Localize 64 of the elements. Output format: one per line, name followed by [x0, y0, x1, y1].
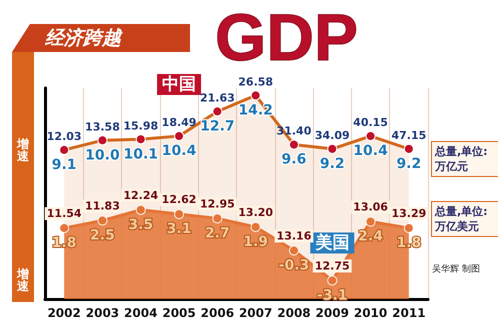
chart-subtitle: GDP: [215, 0, 358, 74]
text: 吴华辉 制图: [432, 264, 480, 274]
data-label: 10.1: [123, 146, 158, 162]
point: [366, 216, 376, 227]
x-tick-label: 2006: [200, 306, 234, 320]
x-tick-label: 2010: [354, 306, 388, 320]
data-label: 3.5: [128, 216, 154, 233]
annotation: 15.98: [123, 119, 158, 132]
annotation: 11.54: [46, 207, 82, 220]
text: 总量,单位:万亿美元: [434, 205, 488, 233]
point: [288, 246, 299, 256]
data-label: 9.1: [52, 156, 77, 173]
annotation: 13.06: [353, 200, 388, 214]
y-axis-title: 增速: [16, 137, 30, 163]
point: [212, 213, 222, 224]
data-label: 2.7: [204, 225, 230, 242]
annotation: 34.09: [314, 128, 350, 142]
annotation: 12.75: [314, 259, 350, 272]
point: [59, 223, 70, 234]
data-label: 12.7: [200, 118, 235, 134]
point: [327, 275, 338, 286]
data-label: 1.9: [243, 234, 268, 250]
x-tick-label: 2005: [162, 306, 196, 320]
data-label: 2.4: [358, 228, 384, 245]
annotation: 13.16: [276, 230, 312, 243]
x-tick-label: 2009: [316, 306, 349, 320]
annotation: 21.63: [200, 91, 235, 104]
data-label: 2.5: [90, 228, 115, 244]
data-label: 9.2: [396, 156, 422, 172]
point: [174, 209, 184, 220]
data-label: 9.6: [282, 152, 306, 168]
annotation: 18.49: [162, 116, 196, 130]
annotation: 13.20: [238, 206, 274, 219]
point: [250, 222, 261, 232]
data-label: 10.4: [162, 143, 197, 160]
annotation: 13.58: [85, 120, 120, 134]
x-tick-label: 2004: [124, 306, 158, 320]
series-label: 中国: [162, 74, 196, 95]
annotation: 26.58: [238, 75, 274, 88]
data-label: -0.3: [278, 258, 310, 274]
x-tick-label: 2003: [86, 306, 120, 320]
data-label: 3.1: [166, 221, 192, 238]
x-tick-label: 2002: [47, 306, 81, 320]
x-tick-label: 2008: [277, 306, 311, 320]
x-tick-label: 2011: [392, 306, 426, 320]
annotation: 12.62: [162, 193, 196, 206]
annotation: 11.83: [85, 200, 120, 213]
annotation: 47.15: [391, 128, 426, 142]
annotation: 40.15: [353, 116, 388, 130]
point: [136, 204, 146, 215]
data-label: 10.0: [85, 147, 120, 164]
annotation: 12.03: [46, 130, 82, 143]
text: 总量,单位:万亿元: [434, 145, 488, 173]
annotation: 12.95: [200, 197, 235, 210]
annotation: 12.24: [123, 188, 158, 202]
text: 增速: [17, 267, 29, 293]
chart-title: 经济跨越: [44, 27, 123, 49]
annotation: 13.29: [391, 207, 426, 220]
data-label: 9.2: [320, 156, 345, 172]
x-tick-label: 2007: [238, 306, 272, 320]
point: [97, 216, 108, 226]
point: [404, 223, 414, 234]
data-label: 10.4: [353, 143, 388, 160]
series-label: 美国: [314, 232, 350, 253]
